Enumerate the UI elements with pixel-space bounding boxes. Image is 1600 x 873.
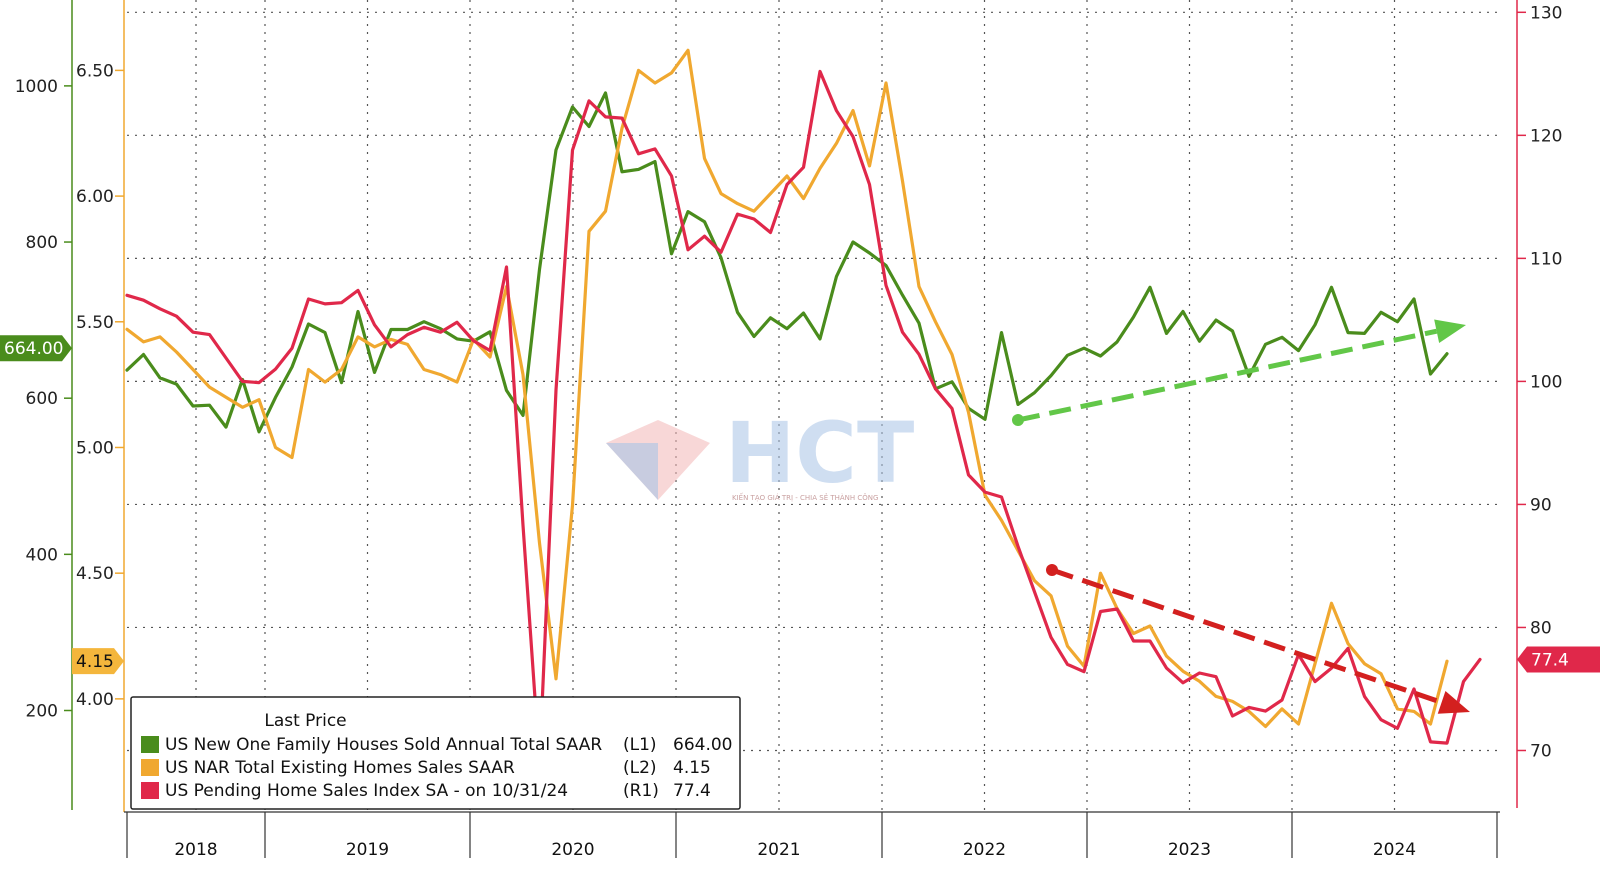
l1-tick-label: 1000	[15, 77, 58, 97]
x-year-label: 2023	[1168, 840, 1211, 860]
red-trend-arrow-start-dot	[1046, 564, 1058, 576]
x-year-label: 2021	[757, 840, 800, 860]
legend-swatch	[141, 736, 159, 753]
green-trend-arrow-start-dot	[1012, 414, 1024, 426]
l1-last-badge-shape	[0, 335, 72, 362]
legend-axis: (L1)	[623, 735, 657, 755]
red-trend-arrow-head	[1437, 690, 1470, 714]
l2-tick-label: 5.50	[76, 313, 114, 333]
legend-title: Last Price	[264, 711, 346, 731]
red-trend-arrow-shaft	[1051, 567, 1443, 705]
legend-swatch	[141, 759, 159, 776]
watermark-logo-facet-icon	[606, 443, 658, 500]
watermark-tagline: KIẾN TẠO GIÁ TRỊ - CHIA SẺ THÀNH CÔNG	[732, 492, 878, 502]
legend-label: US Pending Home Sales Index SA - on 10/3…	[165, 781, 568, 801]
x-year-label: 2019	[346, 840, 389, 860]
legend-swatch	[141, 782, 159, 799]
l2-tick-label: 5.00	[76, 438, 114, 458]
series-line-r1	[125, 69, 1482, 765]
legend-value: 77.4	[673, 781, 711, 801]
r1-tick-label: 110	[1530, 249, 1562, 269]
axes: 1000 800 600 400 200 6.50 6.00 5.50 5.00 4.50 4.00…	[15, 0, 1562, 860]
r1-tick-label: 130	[1530, 3, 1562, 23]
last-price-badges: 664.00 4.15 77.4	[0, 335, 1600, 675]
trend-arrows	[1012, 319, 1470, 714]
legend: Last Price US New One Family Houses Sold …	[130, 696, 741, 810]
r1-last-badge-shape	[1517, 646, 1600, 673]
l1-tick-label: 400	[26, 545, 58, 565]
green-trend-arrow-head	[1434, 319, 1466, 343]
r1-tick-label: 100	[1530, 372, 1562, 392]
l2-tick-label: 4.00	[76, 690, 114, 710]
l1-tick-label: 200	[26, 702, 58, 722]
l2-tick-label: 4.50	[76, 564, 114, 584]
green-trend-arrow-shaft	[1017, 328, 1438, 423]
legend-axis: (L2)	[623, 758, 657, 778]
series-line-l2	[125, 48, 1449, 729]
r1-tick-label: 90	[1530, 495, 1552, 515]
r1-last-badge-text: 77.4	[1531, 650, 1569, 670]
l2-last-badge-text: 4.15	[76, 652, 114, 672]
watermark-text: HCT	[725, 404, 914, 502]
l1-tick-label: 600	[26, 389, 58, 409]
legend-label: US NAR Total Existing Homes Sales SAAR	[165, 758, 515, 778]
legend-box	[130, 696, 741, 810]
r1-tick-label: 80	[1530, 618, 1552, 638]
legend-value: 664.00	[673, 735, 732, 755]
x-year-label: 2022	[963, 840, 1006, 860]
legend-axis: (R1)	[623, 781, 659, 801]
r1-tick-label: 70	[1530, 741, 1552, 761]
x-year-label: 2020	[551, 840, 594, 860]
l1-last-badge-text: 664.00	[4, 339, 63, 359]
l2-tick-label: 6.50	[76, 61, 114, 81]
series-lines	[125, 48, 1482, 765]
l2-last-badge-shape	[72, 648, 124, 675]
l1-tick-label: 800	[26, 233, 58, 253]
l2-tick-label: 6.00	[76, 187, 114, 207]
watermark: HCT KIẾN TẠO GIÁ TRỊ - CHIA SẺ THÀNH CÔN…	[606, 404, 914, 502]
x-year-label: 2018	[174, 840, 217, 860]
legend-value: 4.15	[673, 758, 711, 778]
r1-tick-label: 120	[1530, 126, 1562, 146]
x-year-label: 2024	[1373, 840, 1416, 860]
legend-label: US New One Family Houses Sold Annual Tot…	[165, 735, 602, 755]
